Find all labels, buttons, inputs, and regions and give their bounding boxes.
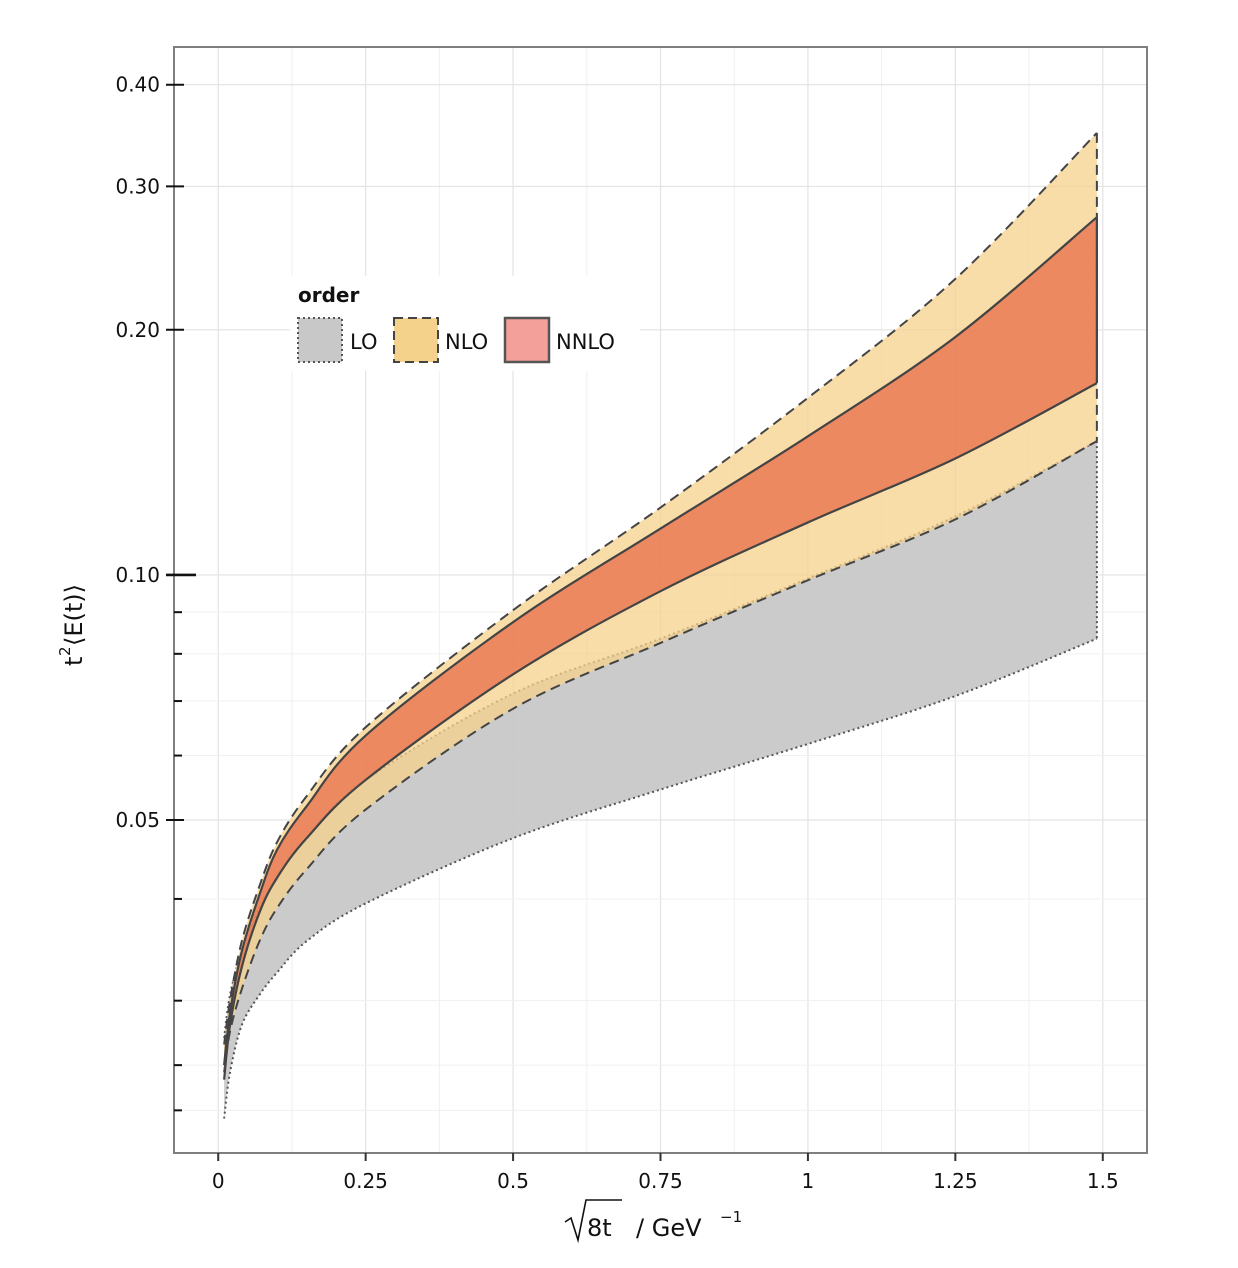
legend-key-lo <box>297 317 343 363</box>
legend-label-nnlo: NNLO <box>556 330 615 354</box>
band-lower-nlo <box>223 440 1098 1073</box>
band-nnlo <box>223 216 1098 1080</box>
y-tick-label: 0.05 <box>115 808 160 832</box>
band-nlo <box>223 132 1098 1073</box>
legend-label-nlo: NLO <box>445 330 488 354</box>
x-axis-title: 8t / GeV −1 <box>564 1199 742 1244</box>
y-tick-label: 0.10 <box>115 563 160 587</box>
band-fill-nnlo <box>224 217 1097 1080</box>
x-tick-label: 0.25 <box>343 1169 388 1193</box>
band-fill-lo <box>224 441 1097 1119</box>
legend-item-nlo: NLO <box>393 317 488 363</box>
x-tick-label: 0.5 <box>497 1169 529 1193</box>
data-bands <box>223 132 1098 1119</box>
band-upper-nlo <box>223 132 1098 1045</box>
x-axis-unit: / GeV <box>636 1214 702 1242</box>
legend-title: order <box>298 283 359 307</box>
y-axis-exponent: 2 <box>56 646 74 656</box>
legend-background <box>290 276 640 371</box>
band-upper-nnlo <box>223 216 1098 1066</box>
legend-item-lo: LO <box>297 317 377 363</box>
legend: order LO NLO NNLO <box>290 276 640 371</box>
legend-item-nnlo: NNLO <box>503 316 615 364</box>
axis-ticks: 0 0.25 0.5 0.75 1 1.25 1.5 0.05 0.10 0.20 0.30 0.40 <box>115 73 1118 1193</box>
y-tick-label: 0.20 <box>115 318 160 342</box>
x-axis-radicand: 8t <box>587 1214 612 1242</box>
band-fill-nlo <box>224 132 1097 1073</box>
x-tick-label: 0 <box>212 1169 225 1193</box>
radical-sign <box>564 1199 622 1244</box>
y-axis-rest: ⟨E(t)⟩ <box>60 584 88 646</box>
band-lower-nnlo <box>223 382 1098 1080</box>
band-lower-lo <box>223 637 1098 1119</box>
x-axis-exponent: −1 <box>720 1208 742 1226</box>
x-tick-label: 1.25 <box>933 1169 978 1193</box>
y-axis-title: t 2 ⟨E(t)⟩ <box>56 584 88 666</box>
y-tick-label: 0.40 <box>115 73 160 97</box>
y-axis-base: t <box>60 657 88 666</box>
legend-key-nnlo <box>503 316 551 364</box>
x-tick-label: 1 <box>802 1169 815 1193</box>
legend-label-lo: LO <box>350 330 377 354</box>
x-tick-label: 1.5 <box>1087 1169 1119 1193</box>
legend-key-nlo <box>393 317 439 363</box>
x-tick-label: 0.75 <box>638 1169 683 1193</box>
y-tick-label: 0.30 <box>115 174 160 198</box>
